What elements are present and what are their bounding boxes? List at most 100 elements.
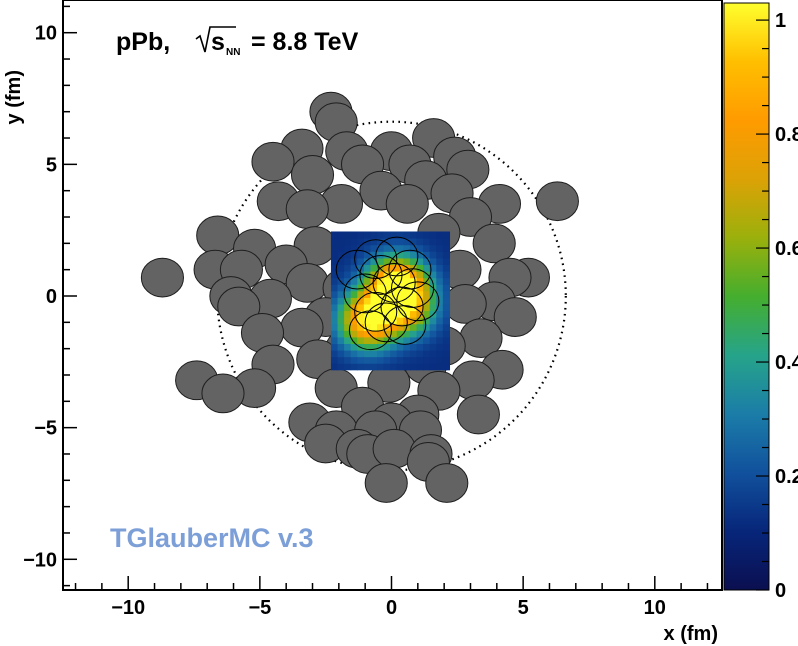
density-cell <box>330 270 339 279</box>
projectile-nucleons <box>335 236 440 351</box>
density-cell <box>436 310 444 318</box>
density-cell <box>390 323 398 331</box>
density-cell <box>350 231 358 239</box>
density-cell <box>350 244 358 252</box>
density-cell <box>423 363 431 371</box>
density-cell <box>357 238 365 246</box>
palette-frame <box>723 2 770 591</box>
density-cell <box>442 251 451 259</box>
density-cell <box>383 356 391 364</box>
density-cell <box>377 238 385 246</box>
density-cell <box>363 257 372 266</box>
energy-subscript: NN <box>226 47 240 58</box>
density-cell <box>337 264 345 272</box>
density-cell <box>344 310 352 318</box>
density-cell <box>383 349 391 358</box>
density-cell <box>370 363 378 371</box>
density-cell <box>370 349 378 358</box>
density-cell <box>363 264 372 272</box>
density-cell <box>442 284 451 292</box>
density-cell <box>429 323 437 331</box>
density-cell <box>344 356 352 364</box>
x-tick-label: 10 <box>644 597 666 619</box>
density-cell <box>416 257 424 266</box>
density-cell <box>403 238 411 246</box>
density-cell <box>436 336 444 344</box>
density-cell <box>363 277 372 285</box>
density-cell <box>416 270 424 279</box>
density-cell <box>363 330 372 338</box>
density-cell <box>370 244 378 252</box>
density-cell <box>429 270 437 279</box>
density-cell <box>377 257 385 266</box>
density-cell <box>436 290 444 298</box>
density-cell <box>403 330 411 338</box>
density-cell <box>377 297 385 305</box>
density-cell <box>357 336 365 344</box>
density-cell <box>357 330 365 338</box>
density-cell <box>403 290 411 298</box>
density-cell <box>409 343 418 351</box>
density-cell <box>363 363 372 371</box>
density-cell <box>436 238 444 246</box>
density-cell <box>442 343 451 351</box>
density-cell <box>409 290 418 298</box>
density-cell <box>409 323 418 331</box>
density-cell <box>416 277 424 285</box>
density-cell <box>390 317 398 325</box>
density-cell <box>416 244 424 252</box>
density-cell <box>370 231 378 239</box>
density-cell <box>344 363 352 371</box>
density-cell <box>429 238 437 246</box>
projectile-nucleon <box>359 255 403 295</box>
density-cell <box>390 290 398 298</box>
density-cell <box>423 264 431 272</box>
density-cell <box>436 277 444 285</box>
density-cell <box>357 310 365 318</box>
density-cell <box>429 363 437 371</box>
density-cell <box>416 323 424 331</box>
density-cell <box>370 323 378 331</box>
density-cell <box>403 343 411 351</box>
density-cell <box>416 363 424 371</box>
density-cell <box>383 343 391 351</box>
density-cell <box>442 270 451 279</box>
density-cell <box>377 244 385 252</box>
density-cell <box>390 363 398 371</box>
target-nucleon <box>535 181 579 222</box>
density-cell <box>337 349 345 358</box>
density-cell <box>344 244 352 252</box>
density-cell <box>436 363 444 371</box>
density-cell <box>330 336 339 344</box>
sqrt-icon <box>195 26 236 53</box>
density-cell <box>357 356 365 364</box>
density-cell <box>416 330 424 338</box>
density-cell <box>383 330 391 338</box>
plot-frame <box>62 0 723 591</box>
density-cell <box>377 317 385 325</box>
density-cell <box>350 290 358 298</box>
density-cell <box>337 270 345 279</box>
density-cell <box>436 251 444 259</box>
density-cell <box>396 238 404 246</box>
density-cell <box>442 231 451 239</box>
density-cell <box>429 303 437 312</box>
density-cell <box>377 251 385 259</box>
x-tick-label: −5 <box>248 597 271 619</box>
density-cell <box>350 284 358 292</box>
collision-system: pPb, <box>116 28 170 56</box>
density-cell <box>344 284 352 292</box>
density-cell <box>350 264 358 272</box>
density-cell <box>370 356 378 364</box>
density-cell <box>396 231 404 239</box>
density-cell <box>357 303 365 312</box>
density-cell <box>344 317 352 325</box>
density-cell <box>403 303 411 312</box>
density-cell <box>403 310 411 318</box>
density-cell <box>396 257 404 266</box>
density-cell <box>423 310 431 318</box>
density-cell <box>423 303 431 312</box>
projectile-nucleon <box>380 286 424 327</box>
density-cell <box>363 284 372 292</box>
density-cell <box>330 330 339 338</box>
